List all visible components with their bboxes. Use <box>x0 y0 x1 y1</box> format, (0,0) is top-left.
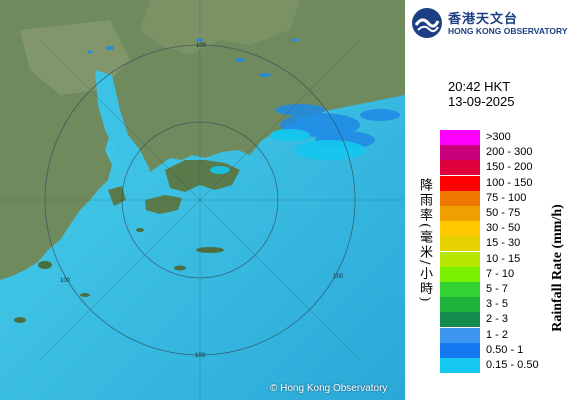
range-label-north: 100 <box>196 43 207 49</box>
legend-label: 15 - 30 <box>486 237 521 250</box>
legend-row: 7 - 10 <box>440 266 560 282</box>
range-label-east: 100 <box>333 274 344 280</box>
legend-label: 7 - 10 <box>486 267 515 280</box>
island <box>196 247 224 253</box>
legend-row: 200 - 300 <box>440 145 560 161</box>
legend-swatch <box>440 266 480 282</box>
island <box>80 293 90 297</box>
legend-label: 30 - 50 <box>486 222 521 235</box>
legend-row: 1 - 2 <box>440 327 560 343</box>
legend-swatch <box>440 297 480 313</box>
legend-swatch <box>440 160 480 176</box>
legend-row: 0.50 - 1 <box>440 342 560 358</box>
legend-swatch <box>440 145 480 161</box>
legend-label: 1 - 2 <box>486 328 509 341</box>
legend-label: 0.50 - 1 <box>486 343 524 356</box>
island <box>174 265 186 271</box>
legend-swatch <box>440 130 480 145</box>
legend-row: 2 - 3 <box>440 312 560 328</box>
island <box>14 317 26 323</box>
range-label-west: 100 <box>60 278 71 284</box>
legend-label: 150 - 200 <box>486 161 533 174</box>
land-highland <box>140 0 300 55</box>
legend-label: 100 - 150 <box>486 176 533 189</box>
legend-label: 5 - 7 <box>486 283 509 295</box>
legend-row: 3 - 5 <box>440 297 560 313</box>
legend-row: 5 - 7 <box>440 282 560 297</box>
legend-label: 10 - 15 <box>486 252 521 265</box>
legend-row: 0.15 - 0.50 <box>440 358 560 373</box>
legend-swatch <box>440 312 480 328</box>
rain-echoes-light <box>210 129 365 174</box>
legend-title-english: Rainfall Rate (mm/h) <box>550 204 565 332</box>
range-label-south: 100 <box>195 353 206 359</box>
legend-title-chinese: 降雨率(毫米/小時) <box>417 178 432 304</box>
radar-map: 100 100 100 100 © Hong Kong Observatory <box>0 0 405 400</box>
legend-swatch <box>440 221 480 237</box>
brand-name-english: HONG KONG OBSERVATORY <box>448 26 568 36</box>
legend-row: 50 - 75 <box>440 206 560 221</box>
legend-swatch <box>440 327 480 343</box>
legend-label: 3 - 5 <box>486 298 509 311</box>
legend-swatch <box>440 190 480 206</box>
hko-logo-icon <box>412 8 442 38</box>
legend-swatch <box>440 342 480 358</box>
legend-row: 15 - 30 <box>440 236 560 252</box>
legend-label: >300 <box>486 131 511 143</box>
legend-label: 50 - 75 <box>486 207 521 219</box>
brand-name-chinese: 香港天文台 <box>448 12 519 27</box>
pearl-river-estuary <box>95 70 150 175</box>
copyright-notice: © Hong Kong Observatory <box>270 383 388 394</box>
timestamp-date: 13-09-2025 <box>448 94 515 109</box>
legend-label: 200 - 300 <box>486 146 533 159</box>
side-panel <box>405 0 577 400</box>
legend-title-english-container: Rainfall Rate (mm/h) <box>547 168 569 368</box>
legend-swatch <box>440 358 480 373</box>
legend-row: 100 - 150 <box>440 175 560 191</box>
legend-row: 30 - 50 <box>440 221 560 237</box>
timestamp-time: 20:42 HKT <box>448 79 511 94</box>
macau-area <box>108 186 126 206</box>
legend-label: 0.15 - 0.50 <box>486 359 539 371</box>
island <box>136 228 144 232</box>
legend-label: 2 - 3 <box>486 313 509 326</box>
legend-swatch <box>440 236 480 252</box>
legend-row: 150 - 200 <box>440 160 560 176</box>
legend-swatch <box>440 282 480 297</box>
hko-logo: 香港天文台 HONG KONG OBSERVATORY <box>410 6 575 42</box>
legend-row: 10 - 15 <box>440 251 560 267</box>
lantau-island <box>145 195 182 214</box>
island <box>38 261 52 269</box>
legend-swatch <box>440 175 480 191</box>
legend-row: >300 <box>440 130 560 145</box>
legend-swatch <box>440 206 480 221</box>
legend-swatch <box>440 251 480 267</box>
legend-label: 75 - 100 <box>486 191 527 204</box>
range-rings <box>0 0 405 400</box>
legend-row: 75 - 100 <box>440 190 560 206</box>
